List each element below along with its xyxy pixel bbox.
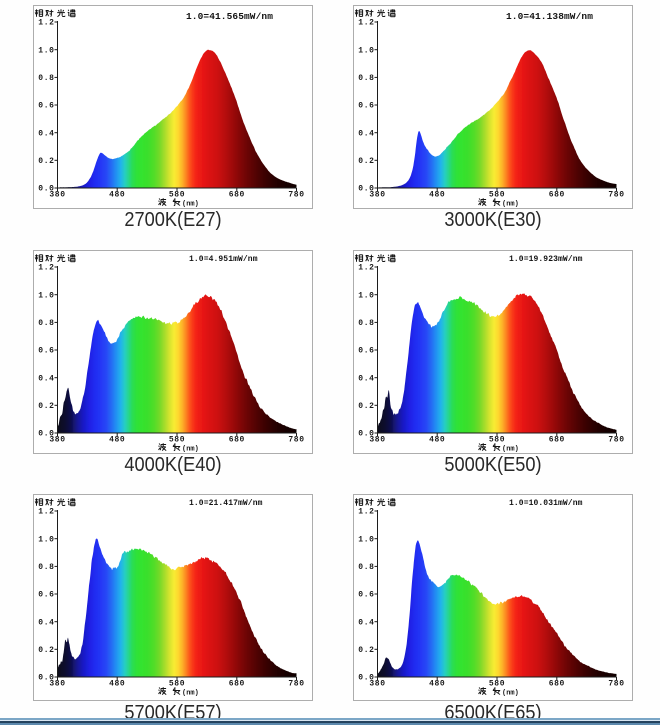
svg-text:0.8: 0.8: [38, 74, 54, 83]
svg-text:1.2: 1.2: [38, 264, 54, 273]
svg-text:1.2: 1.2: [358, 19, 374, 28]
svg-text:780: 780: [288, 436, 304, 445]
svg-text:(nm): (nm): [182, 201, 199, 209]
svg-text:0.0: 0.0: [38, 185, 54, 194]
svg-text:0.4: 0.4: [38, 618, 54, 627]
svg-text:380: 380: [49, 680, 65, 689]
svg-text:580: 580: [489, 680, 505, 689]
svg-text:0.4: 0.4: [358, 129, 374, 138]
svg-text:480: 480: [429, 436, 445, 445]
svg-text:1.0: 1.0: [38, 291, 54, 300]
svg-text:0.4: 0.4: [38, 129, 54, 138]
svg-text:480: 480: [429, 191, 445, 200]
svg-text:(nm): (nm): [502, 690, 519, 698]
svg-text:0.0: 0.0: [38, 430, 54, 439]
svg-text:1.2: 1.2: [38, 508, 54, 517]
svg-text:680: 680: [229, 191, 245, 200]
svg-text:0.6: 0.6: [358, 591, 374, 600]
svg-text:780: 780: [608, 191, 624, 200]
svg-text:0.6: 0.6: [358, 347, 374, 356]
svg-text:0.2: 0.2: [358, 157, 374, 166]
svg-text:580: 580: [169, 191, 185, 200]
svg-text:0.8: 0.8: [358, 319, 374, 328]
svg-text:780: 780: [288, 680, 304, 689]
svg-text:0.8: 0.8: [358, 563, 374, 572]
svg-text:780: 780: [288, 191, 304, 200]
svg-text:1.0: 1.0: [38, 46, 54, 55]
svg-text:1.0: 1.0: [358, 535, 374, 544]
svg-text:(nm): (nm): [182, 446, 199, 454]
svg-text:480: 480: [109, 436, 125, 445]
svg-text:0.2: 0.2: [38, 402, 54, 411]
svg-text:380: 380: [49, 436, 65, 445]
svg-text:580: 580: [169, 436, 185, 445]
svg-text:0.6: 0.6: [38, 347, 54, 356]
svg-text:0.8: 0.8: [38, 563, 54, 572]
svg-text:0.4: 0.4: [358, 618, 374, 627]
svg-text:380: 380: [369, 191, 385, 200]
svg-text:0.4: 0.4: [38, 374, 54, 383]
svg-text:380: 380: [369, 436, 385, 445]
svg-text:0.6: 0.6: [358, 102, 374, 111]
svg-text:1.0: 1.0: [358, 46, 374, 55]
svg-text:1.2: 1.2: [358, 264, 374, 273]
svg-text:(nm): (nm): [502, 446, 519, 454]
svg-text:0.6: 0.6: [38, 591, 54, 600]
svg-text:0.0: 0.0: [358, 674, 374, 683]
svg-text:680: 680: [549, 436, 565, 445]
svg-text:680: 680: [229, 436, 245, 445]
svg-text:680: 680: [549, 191, 565, 200]
svg-text:(nm): (nm): [182, 690, 199, 698]
svg-text:0.4: 0.4: [358, 374, 374, 383]
svg-text:480: 480: [429, 680, 445, 689]
svg-text:(nm): (nm): [502, 201, 519, 209]
svg-text:780: 780: [608, 680, 624, 689]
svg-text:680: 680: [549, 680, 565, 689]
svg-text:380: 380: [369, 680, 385, 689]
svg-text:580: 580: [169, 680, 185, 689]
svg-text:1.2: 1.2: [358, 508, 374, 517]
svg-text:480: 480: [109, 191, 125, 200]
svg-text:1.2: 1.2: [38, 19, 54, 28]
svg-text:0.2: 0.2: [358, 402, 374, 411]
svg-text:0.2: 0.2: [358, 646, 374, 655]
svg-text:0.0: 0.0: [38, 674, 54, 683]
svg-text:1.0: 1.0: [38, 535, 54, 544]
svg-text:580: 580: [489, 191, 505, 200]
svg-text:0.6: 0.6: [38, 102, 54, 111]
svg-text:0.0: 0.0: [358, 430, 374, 439]
svg-text:0.2: 0.2: [38, 646, 54, 655]
svg-text:0.0: 0.0: [358, 185, 374, 194]
svg-text:780: 780: [608, 436, 624, 445]
svg-text:0.8: 0.8: [38, 319, 54, 328]
svg-text:380: 380: [49, 191, 65, 200]
svg-text:580: 580: [489, 436, 505, 445]
svg-text:680: 680: [229, 680, 245, 689]
svg-text:480: 480: [109, 680, 125, 689]
svg-text:0.8: 0.8: [358, 74, 374, 83]
svg-text:0.2: 0.2: [38, 157, 54, 166]
svg-text:1.0: 1.0: [358, 291, 374, 300]
